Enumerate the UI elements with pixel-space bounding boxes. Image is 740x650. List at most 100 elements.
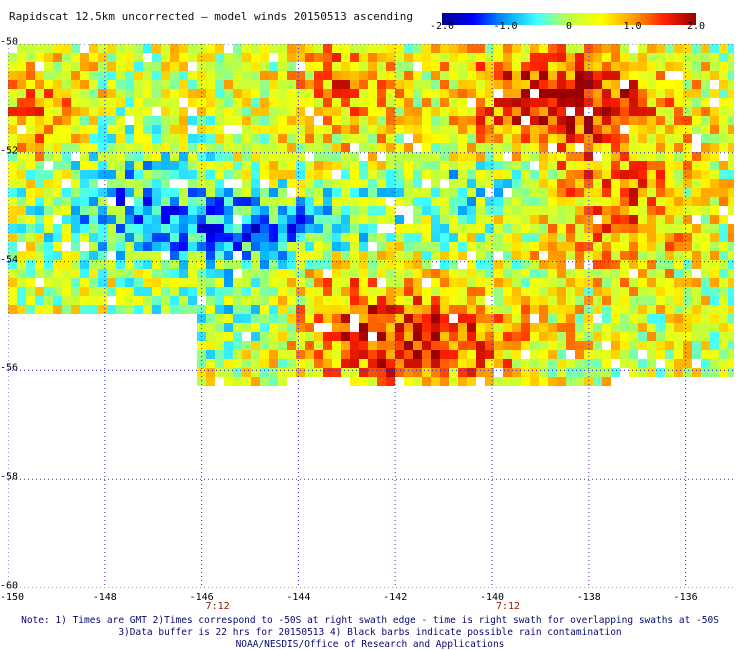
grid-cell <box>143 278 152 287</box>
grid-cell <box>494 197 503 206</box>
grid-cell <box>206 260 215 269</box>
grid-cell <box>485 116 494 125</box>
grid-cell <box>638 206 647 215</box>
grid-cell <box>170 152 179 161</box>
grid-cell <box>665 89 674 98</box>
grid-cell <box>26 44 35 53</box>
grid-cell <box>377 143 386 152</box>
grid-cell <box>449 125 458 134</box>
grid-cell <box>467 71 476 80</box>
grid-cell <box>134 188 143 197</box>
grid-cell <box>170 161 179 170</box>
grid-cell <box>386 251 395 260</box>
grid-cell <box>620 287 629 296</box>
colorbar-gradient <box>442 13 696 25</box>
grid-cell <box>62 80 71 89</box>
grid-cell <box>620 359 629 368</box>
grid-cell <box>278 206 287 215</box>
grid-cell <box>44 206 53 215</box>
grid-cell <box>386 305 395 314</box>
grid-cell <box>251 305 260 314</box>
grid-cell <box>269 170 278 179</box>
grid-cell <box>503 242 512 251</box>
grid-cell <box>287 179 296 188</box>
grid-cell <box>71 179 80 188</box>
grid-cell <box>449 359 458 368</box>
grid-cell <box>53 179 62 188</box>
grid-cell <box>674 107 683 116</box>
grid-cell <box>638 260 647 269</box>
grid-cell <box>512 98 521 107</box>
grid-cell <box>701 206 710 215</box>
grid-cell <box>242 251 251 260</box>
grid-cell <box>224 71 233 80</box>
grid-cell <box>8 251 17 260</box>
grid-cell <box>404 224 413 233</box>
grid-cell <box>332 152 341 161</box>
grid-cell <box>386 143 395 152</box>
grid-cell <box>656 206 665 215</box>
grid-cell <box>530 116 539 125</box>
grid-cell <box>665 179 674 188</box>
grid-cell <box>305 314 314 323</box>
grid-cell <box>611 143 620 152</box>
grid-cell <box>242 305 251 314</box>
grid-cell <box>440 197 449 206</box>
grid-cell <box>449 71 458 80</box>
grid-cell <box>287 107 296 116</box>
grid-cell <box>467 350 476 359</box>
grid-cell <box>431 98 440 107</box>
grid-cell <box>521 242 530 251</box>
grid-cell <box>269 296 278 305</box>
grid-cell <box>242 269 251 278</box>
grid-cell <box>17 260 26 269</box>
grid-cell <box>44 89 53 98</box>
grid-cell <box>386 368 395 377</box>
grid-cell <box>143 125 152 134</box>
grid-cell <box>638 161 647 170</box>
grid-cell <box>674 350 683 359</box>
grid-cell <box>458 116 467 125</box>
grid-cell <box>71 260 80 269</box>
grid-cell <box>80 89 89 98</box>
grid-cell <box>179 278 188 287</box>
grid-cell <box>305 98 314 107</box>
grid-cell <box>548 323 557 332</box>
grid-cell <box>89 125 98 134</box>
grid-cell <box>368 359 377 368</box>
grid-cell <box>647 224 656 233</box>
grid-cell <box>476 71 485 80</box>
grid-cell <box>314 44 323 53</box>
grid-cell <box>35 152 44 161</box>
grid-cell <box>620 143 629 152</box>
grid-cell <box>656 215 665 224</box>
grid-cell <box>395 242 404 251</box>
grid-cell <box>602 107 611 116</box>
grid-cell <box>242 89 251 98</box>
grid-cell <box>377 323 386 332</box>
grid-cell <box>575 62 584 71</box>
grid-cell <box>575 332 584 341</box>
grid-cell <box>323 341 332 350</box>
grid-cell <box>44 53 53 62</box>
grid-cell <box>665 224 674 233</box>
grid-cell <box>188 269 197 278</box>
grid-cell <box>44 143 53 152</box>
grid-cell <box>125 179 134 188</box>
grid-cell <box>314 206 323 215</box>
grid-cell <box>422 188 431 197</box>
grid-cell <box>107 71 116 80</box>
grid-cell <box>179 44 188 53</box>
grid-cell <box>575 305 584 314</box>
grid-cell <box>296 89 305 98</box>
grid-cell <box>206 296 215 305</box>
grid-cell <box>557 107 566 116</box>
grid-cell <box>224 107 233 116</box>
grid-cell <box>557 152 566 161</box>
grid-cell <box>80 188 89 197</box>
grid-cell <box>467 323 476 332</box>
grid-cell <box>152 44 161 53</box>
grid-cell <box>62 224 71 233</box>
grid-cell <box>188 233 197 242</box>
grid-cell <box>485 107 494 116</box>
